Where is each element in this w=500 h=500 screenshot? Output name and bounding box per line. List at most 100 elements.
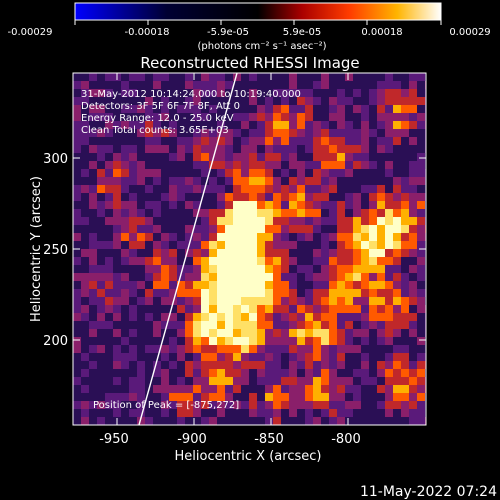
heatmap-cell: [417, 89, 425, 97]
heatmap-cell: [249, 297, 257, 305]
heatmap-cell: [185, 81, 193, 89]
heatmap-cell: [121, 265, 129, 273]
heatmap-cell: [385, 105, 393, 113]
heatmap-cell: [313, 281, 321, 289]
heatmap-cell: [161, 409, 169, 417]
heatmap-cell: [241, 369, 249, 377]
heatmap-cell: [129, 353, 137, 361]
heatmap-cell: [305, 409, 313, 417]
heatmap-cell: [177, 329, 185, 337]
heatmap-cell: [321, 361, 329, 369]
heatmap-cell: [385, 361, 393, 369]
heatmap-cell: [153, 409, 161, 417]
heatmap-cell: [369, 89, 377, 97]
heatmap-cell: [289, 201, 297, 209]
heatmap-cell: [233, 209, 241, 217]
heatmap-cell: [169, 393, 177, 401]
heatmap-cell: [417, 377, 425, 385]
heatmap-cell: [73, 169, 81, 177]
heatmap-cell: [97, 113, 105, 121]
heatmap-cell: [401, 185, 409, 193]
heatmap-cell: [353, 401, 361, 409]
heatmap-cell: [105, 201, 113, 209]
heatmap-cell: [297, 401, 305, 409]
heatmap-cell: [145, 89, 153, 97]
heatmap-cell: [129, 145, 137, 153]
heatmap-cell: [361, 241, 369, 249]
heatmap-cell: [401, 209, 409, 217]
heatmap-cell: [409, 249, 417, 257]
heatmap-cell: [185, 313, 193, 321]
heatmap-cell: [345, 121, 353, 129]
heatmap-cell: [337, 345, 345, 353]
heatmap-cell: [401, 273, 409, 281]
heatmap-cell: [281, 145, 289, 153]
heatmap-cell: [417, 137, 425, 145]
heatmap-cell: [417, 369, 425, 377]
heatmap-cell: [217, 145, 225, 153]
heatmap-cell: [345, 401, 353, 409]
heatmap-cell: [97, 385, 105, 393]
heatmap-cell: [193, 233, 201, 241]
heatmap-cell: [401, 353, 409, 361]
heatmap-cell: [409, 369, 417, 377]
heatmap-cell: [81, 297, 89, 305]
heatmap-cell: [169, 169, 177, 177]
heatmap-cell: [113, 377, 121, 385]
heatmap-cell: [233, 201, 241, 209]
info-block: 31-May-2012 10:14:24.000 to 10:19:40.000…: [81, 89, 301, 136]
heatmap-cell: [265, 153, 273, 161]
y-tick-label: 200: [43, 334, 68, 349]
heatmap-cell: [137, 265, 145, 273]
heatmap-cell: [129, 337, 137, 345]
heatmap-cell: [409, 81, 417, 89]
heatmap-cell: [337, 233, 345, 241]
heatmap-cell: [409, 361, 417, 369]
y-axis-ticks: [73, 157, 426, 341]
heatmap-cell: [377, 105, 385, 113]
heatmap-cell: [385, 385, 393, 393]
heatmap-cell: [345, 297, 353, 305]
heatmap-cell: [81, 345, 89, 353]
heatmap-cell: [281, 329, 289, 337]
heatmap-cell: [241, 257, 249, 265]
heatmap-cell: [249, 113, 257, 121]
heatmap-cell: [225, 329, 233, 337]
heatmap-cell: [177, 153, 185, 161]
x-tick-label: -950: [99, 432, 129, 447]
heatmap-cell: [329, 177, 337, 185]
heatmap-cell: [305, 217, 313, 225]
heatmap-cell: [89, 113, 97, 121]
heatmap-cell: [105, 121, 113, 129]
heatmap-cell: [417, 337, 425, 345]
heatmap-cell: [241, 145, 249, 153]
heatmap-cell: [409, 113, 417, 121]
heatmap-cell: [385, 161, 393, 169]
heatmap-cell: [105, 401, 113, 409]
heatmap-cell: [265, 185, 273, 193]
heatmap-cell: [177, 265, 185, 273]
heatmap-cell: [273, 281, 281, 289]
heatmap-cell: [281, 313, 289, 321]
heatmap-cell: [137, 217, 145, 225]
heatmap-cell: [185, 321, 193, 329]
heatmap-cell: [153, 209, 161, 217]
heatmap-cell: [113, 81, 121, 89]
heatmap-cell: [353, 385, 361, 393]
heatmap-cell: [337, 113, 345, 121]
heatmap-cell: [345, 313, 353, 321]
heatmap-cell: [177, 377, 185, 385]
heatmap-cell: [313, 177, 321, 185]
heatmap-cell: [233, 273, 241, 281]
heatmap-cell: [145, 121, 153, 129]
heatmap-cell: [97, 377, 105, 385]
heatmap-cell: [193, 113, 201, 121]
heatmap-cell: [177, 121, 185, 129]
heatmap-cell: [353, 369, 361, 377]
heatmap-cell: [129, 305, 137, 313]
heatmap-cell: [217, 393, 225, 401]
heatmap-cell: [121, 313, 129, 321]
heatmap-cell: [241, 409, 249, 417]
heatmap-cell: [97, 193, 105, 201]
heatmap-cell: [377, 321, 385, 329]
